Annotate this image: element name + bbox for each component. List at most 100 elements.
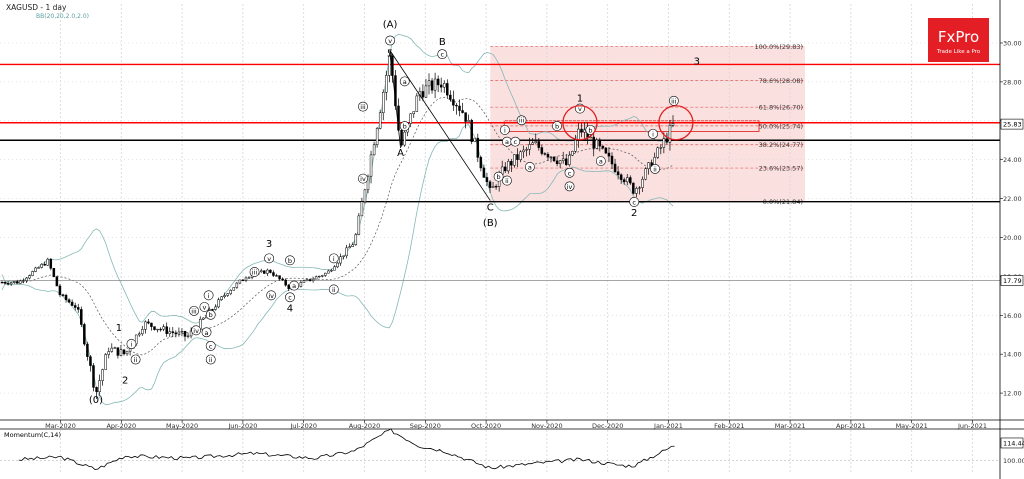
wave-label: a <box>599 158 603 166</box>
wave-label: C <box>487 202 494 213</box>
candle-body <box>632 182 635 194</box>
candle-body <box>275 275 278 277</box>
candle-body <box>180 330 184 333</box>
candle-body <box>607 152 611 157</box>
wave-label: i <box>333 255 335 263</box>
wave-label: iii <box>252 268 258 276</box>
y-tick-label: 14.00 <box>1003 351 1022 359</box>
candle-body <box>244 277 248 281</box>
wave-label: c <box>514 138 518 146</box>
candle-body <box>415 95 419 112</box>
wave-label: b <box>403 123 407 131</box>
candle-body <box>592 136 595 149</box>
candle-body <box>156 328 159 331</box>
wave-label: c <box>568 169 572 177</box>
candle-body <box>549 156 553 159</box>
wave-circle <box>629 197 640 207</box>
y-tick-label: 16.00 <box>1003 312 1022 320</box>
wave-label: b <box>588 126 592 134</box>
candle-body <box>299 282 303 287</box>
candle-body <box>452 99 455 106</box>
x-tick-label: Jul-2020 <box>289 422 317 430</box>
wave-label: ii <box>209 356 213 364</box>
candle-body <box>516 154 519 160</box>
candle-body <box>226 293 229 296</box>
wave-circle <box>205 309 216 320</box>
candle-body <box>464 112 467 122</box>
candle-body <box>400 129 403 146</box>
candle-body <box>266 269 269 274</box>
candle-body <box>424 85 428 98</box>
candle-body <box>324 272 327 276</box>
fxpro-logo: FxPro Trade Like a Pro <box>928 18 989 62</box>
candle-body <box>77 307 80 310</box>
candle-body <box>34 267 37 272</box>
candle-body <box>92 365 95 388</box>
wave-circle <box>502 175 512 186</box>
candle-body <box>202 317 205 320</box>
wave-label: (A) <box>383 19 398 30</box>
y-tick-label: 24.00 <box>1003 156 1022 164</box>
candle-body <box>333 266 336 271</box>
wave-circle <box>191 325 202 336</box>
fib-label: 38.2%(24.77) <box>759 141 803 149</box>
wave-label: 2 <box>122 375 128 386</box>
candle-body <box>89 356 92 366</box>
target-circle <box>658 105 694 141</box>
candle-body <box>494 186 498 188</box>
candle-body <box>165 326 168 334</box>
y-tick-label: 20.00 <box>1003 234 1022 242</box>
momentum-line <box>18 428 675 470</box>
candle-body <box>52 268 56 277</box>
wave-circle <box>564 167 575 178</box>
candle-body <box>378 112 382 129</box>
candle-body <box>635 188 638 194</box>
grid <box>0 4 1000 473</box>
candle-body <box>363 189 367 202</box>
candle-body <box>430 80 434 91</box>
momentum-panel: Momentum(C,14) 114.44 100.00 <box>0 428 1024 470</box>
candle-body <box>510 161 513 166</box>
candle-body <box>372 144 376 156</box>
wave-circle <box>205 354 216 365</box>
candle-body <box>488 181 492 188</box>
wave-label: c <box>209 342 213 350</box>
x-tick-label: Dec-2020 <box>592 422 623 430</box>
x-tick-label: Oct-2020 <box>471 422 501 430</box>
candle-body <box>622 179 626 183</box>
candle-body <box>31 271 34 276</box>
fib-label: 100.0%(29.83) <box>755 43 803 51</box>
momentum-title: Momentum(C,14) <box>4 431 61 439</box>
candle-body <box>598 139 602 147</box>
horizontal-levels <box>0 63 1000 281</box>
candle-body <box>568 154 571 166</box>
candle-body <box>28 275 31 279</box>
x-tick-label: Nov-2020 <box>531 422 562 430</box>
fib-rect <box>490 46 805 202</box>
candle-body <box>98 380 101 392</box>
candle-body <box>507 161 510 172</box>
x-tick-label: Jun-2021 <box>957 422 987 430</box>
candle-body <box>504 166 507 172</box>
wave-circle <box>385 35 396 46</box>
wave-label: iv <box>360 175 366 183</box>
x-tick-label: May-2021 <box>896 422 928 430</box>
candle-body <box>107 351 110 355</box>
candle-body <box>626 177 629 183</box>
wave-circle <box>285 255 295 266</box>
candle-body <box>357 215 361 235</box>
fib-label: 50.0%(25.74) <box>759 122 803 130</box>
candle-body <box>537 141 541 148</box>
wave-label: 1 <box>116 323 122 334</box>
candle-body <box>25 277 28 281</box>
candle-body <box>278 275 281 280</box>
y-tick-label: 22.00 <box>1003 195 1022 203</box>
wave-circle <box>650 163 660 174</box>
current-price-label: 25.83 <box>1003 121 1022 129</box>
candle-body <box>232 287 236 291</box>
wave-circle <box>266 290 277 301</box>
wave-label: v <box>388 37 392 45</box>
candle-body <box>302 280 306 283</box>
target-circle <box>562 105 598 141</box>
